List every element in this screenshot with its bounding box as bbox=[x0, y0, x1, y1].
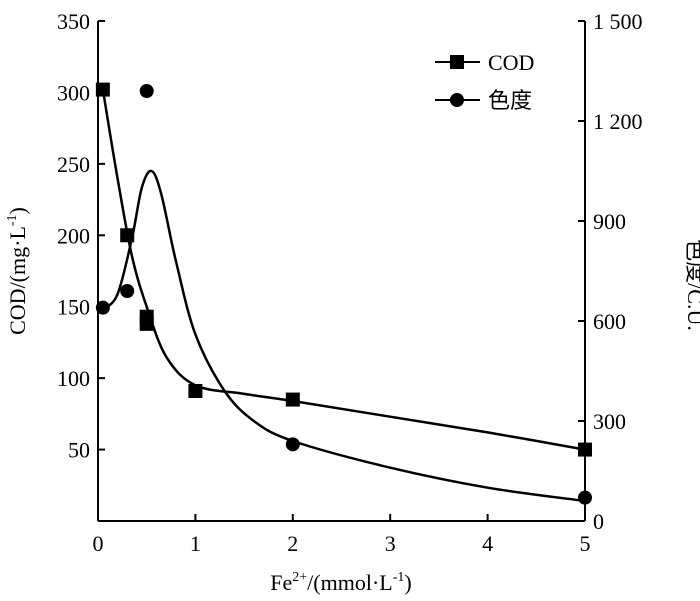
right-tick-label: 1 500 bbox=[593, 9, 643, 34]
color-data-point bbox=[578, 490, 592, 505]
right-tick-label: 1 200 bbox=[593, 109, 643, 134]
left-tick-label: 300 bbox=[57, 80, 90, 105]
right-tick-label: 300 bbox=[593, 409, 626, 434]
x-tick-label: 3 bbox=[385, 531, 396, 556]
color-data-point bbox=[285, 437, 300, 452]
right-tick-label: 600 bbox=[593, 309, 626, 334]
left-tick-label: 50 bbox=[68, 438, 90, 463]
x-axis-title-sup2: -1 bbox=[393, 570, 405, 585]
cod-data-point bbox=[120, 228, 135, 243]
x-tick-label: 5 bbox=[580, 531, 591, 556]
cod-data-point bbox=[95, 82, 110, 97]
legend-color-circle-icon bbox=[450, 93, 464, 107]
right-axis-title: 色度/C.U. bbox=[683, 239, 700, 331]
legend-item-color: 色度 bbox=[435, 88, 532, 113]
right-tick-label: 0 bbox=[593, 509, 604, 534]
x-axis-title-sup: 2+ bbox=[292, 570, 307, 585]
series-line-color bbox=[101, 169, 586, 503]
legend-cod-label: COD bbox=[488, 50, 534, 75]
left-tick-label: 200 bbox=[57, 223, 90, 248]
legend-color-label: 色度 bbox=[488, 88, 532, 113]
left-tick-label: 150 bbox=[57, 295, 90, 320]
series-curves bbox=[101, 89, 586, 503]
x-tick-label: 2 bbox=[287, 531, 298, 556]
left-axis-title: COD/(mg·L-1) bbox=[5, 207, 30, 335]
cod-data-point bbox=[578, 442, 592, 457]
cod-data-point bbox=[285, 392, 300, 407]
x-tick-label: 0 bbox=[93, 531, 104, 556]
color-data-point bbox=[95, 300, 110, 315]
color-data-point bbox=[120, 284, 135, 298]
right-axis-ticks: 0 300 600 900 1 200 1 500 bbox=[578, 9, 643, 534]
right-tick-label: 900 bbox=[593, 209, 626, 234]
legend-item-cod: COD bbox=[435, 50, 534, 75]
cod-data-point bbox=[188, 384, 203, 398]
x-axis-title: Fe2+/(mmol·L-1) bbox=[270, 570, 411, 595]
cod-data-point bbox=[139, 316, 154, 331]
left-tick-label: 250 bbox=[57, 152, 90, 177]
x-tick-label: 1 bbox=[190, 531, 201, 556]
left-axis-ticks: 50 100 150 200 250 300 350 bbox=[57, 9, 105, 463]
left-axis-title-sup: -1 bbox=[5, 214, 20, 226]
legend-cod-square-icon bbox=[450, 55, 464, 69]
series-markers bbox=[95, 82, 592, 505]
x-axis-ticks: 0 1 2 3 4 5 bbox=[93, 514, 591, 556]
color-data-point bbox=[139, 84, 154, 98]
plot-frame bbox=[97, 21, 586, 522]
series-line-cod bbox=[101, 89, 586, 451]
left-tick-label: 100 bbox=[57, 366, 90, 391]
legend: COD 色度 bbox=[435, 50, 534, 113]
x-tick-label: 4 bbox=[482, 531, 493, 556]
left-tick-label: 350 bbox=[57, 9, 90, 34]
